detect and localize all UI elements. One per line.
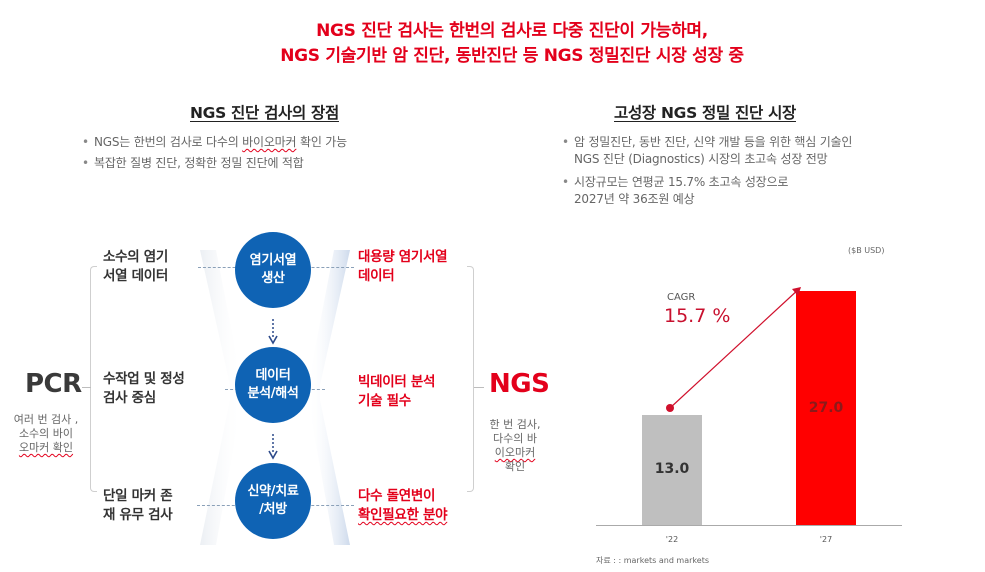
pcr-bracket	[90, 266, 97, 492]
cagr-arrow	[666, 287, 801, 412]
step-circle-sequencing: 염기서열 생산	[235, 232, 311, 308]
left-section-heading: NGS 진단 검사의 장점	[190, 104, 339, 122]
pcr-row-1-label: 소수의 염기 서열 데이터	[103, 249, 168, 284]
chart-source: 자료 : : markets and markets	[596, 556, 709, 565]
main-title-line-2: NGS 기술기반 암 진단, 동반진단 등 NGS 정밀진단 시장 성장 중	[280, 46, 744, 66]
pcr-note-line: 소수의 바이	[18, 427, 74, 440]
pcr-note: 여러 번 검사 , 소수의 바이 오마커 확인	[10, 413, 82, 455]
bullet-text: 암 정밀진단, 동반 진단, 신약 개발 등을 위한 핵심 기술인	[574, 135, 853, 149]
main-title-line-1: NGS 진단 검사는 한번의 검사로 다중 진단이 가능하며,	[316, 21, 708, 41]
right-bullet-list: 암 정밀진단, 동반 진단, 신약 개발 등을 위한 핵심 기술인 NGS 진단…	[562, 134, 942, 212]
step-circle-analysis: 데이터 분석/해석	[235, 347, 311, 423]
bullet-text: 복잡한 질병 진단, 정확한 정밀 진단에 적합	[94, 156, 304, 170]
ngs-note-line: 이오마커	[494, 446, 536, 459]
bullet-text: 2027년 약 36조원 예상	[574, 192, 695, 206]
bar-2027	[796, 291, 856, 525]
arrow-down-icon	[268, 319, 278, 345]
pcr-note-line: 오마커 확인	[18, 441, 74, 454]
chart-x-axis	[596, 525, 902, 526]
hourglass-background	[200, 250, 350, 545]
bullet-text: 확인 가능	[296, 135, 347, 149]
left-bullet-list: NGS는 한번의 검사로 다수의 바이오마커 확인 가능 복잡한 질병 진단, …	[82, 134, 442, 176]
pcr-note-line: 여러 번 검사 ,	[13, 413, 79, 426]
pcr-label: PCR	[25, 369, 82, 399]
x-tick-2022: '22	[665, 535, 679, 544]
ngs-bracket	[467, 266, 474, 492]
bullet-text-spellcheck: 바이오마커	[242, 135, 297, 149]
cagr-value: 15.7 %	[664, 305, 731, 327]
x-tick-2027: '27	[819, 535, 833, 544]
ngs-note: 한 번 검사, 다수의 바 이오마커 확인	[484, 418, 546, 474]
bullet-text: 시장규모는 연평균 15.7% 초고속 성장으로	[574, 175, 789, 189]
right-section-heading: 고성장 NGS 정밀 진단 시장	[614, 104, 796, 122]
ngs-row-1-label: 대용량 염기서열 데이터	[358, 249, 448, 284]
ngs-note-line: 한 번 검사,	[489, 418, 541, 431]
left-bullet-2: 복잡한 질병 진단, 정확한 정밀 진단에 적합	[82, 155, 442, 172]
step-circle-treatment: 신약/치료/처방	[235, 463, 311, 539]
ngs-row-3-label: 다수 돌연변이 확인필요한 분야	[358, 488, 448, 523]
bar-2022-value: 13.0	[654, 461, 690, 477]
bar-2022	[642, 415, 702, 525]
ngs-bracket-tick	[474, 387, 484, 388]
bar-2027-value: 27.0	[808, 400, 844, 416]
ngs-row-2-label: 빅데이터 분석 기술 필수	[358, 374, 436, 409]
right-bullet-2: 시장규모는 연평균 15.7% 초고속 성장으로 2027년 약 36조원 예상	[562, 174, 942, 208]
left-bullet-1: NGS는 한번의 검사로 다수의 바이오마커 확인 가능	[82, 134, 442, 151]
right-bullet-1: 암 정밀진단, 동반 진단, 신약 개발 등을 위한 핵심 기술인 NGS 진단…	[562, 134, 942, 168]
bullet-text: NGS 진단 (Diagnostics) 시장의 초고속 성장 전망	[574, 152, 828, 166]
pcr-bracket-tick	[82, 387, 91, 388]
ngs-note-line: 확인	[504, 460, 526, 473]
ngs-label: NGS	[489, 369, 550, 399]
cagr-label: CAGR	[667, 292, 696, 303]
bullet-text: NGS는 한번의 검사로 다수의	[94, 135, 243, 149]
ngs-note-line: 다수의 바	[493, 432, 537, 445]
chart-unit-label: ($B USD)	[848, 246, 885, 255]
pcr-row-2-label: 수작업 및 정성 검사 중심	[103, 371, 185, 406]
arrow-down-icon	[268, 434, 278, 460]
